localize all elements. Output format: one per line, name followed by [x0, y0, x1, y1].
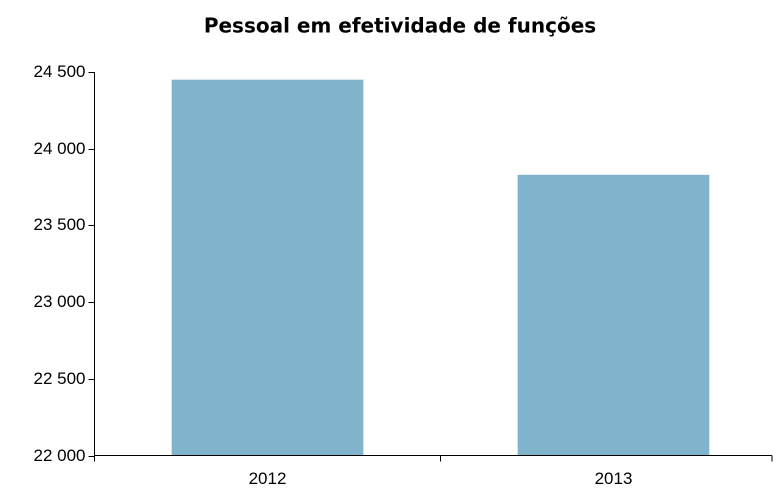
- bar: [171, 79, 364, 456]
- bar: [517, 174, 710, 456]
- y-tick-label: 22 500: [34, 369, 86, 388]
- y-tick-label: 23 000: [34, 292, 86, 311]
- y-tick-label: 24 000: [34, 139, 86, 158]
- x-tick-label: 2012: [249, 469, 287, 488]
- y-tick-label: 24 500: [34, 62, 86, 81]
- y-tick-label: 23 500: [34, 215, 86, 234]
- chart-title: Pessoal em efetividade de funções: [204, 14, 596, 38]
- y-tick-label: 22 000: [34, 446, 86, 465]
- x-tick-label: 2013: [595, 469, 633, 488]
